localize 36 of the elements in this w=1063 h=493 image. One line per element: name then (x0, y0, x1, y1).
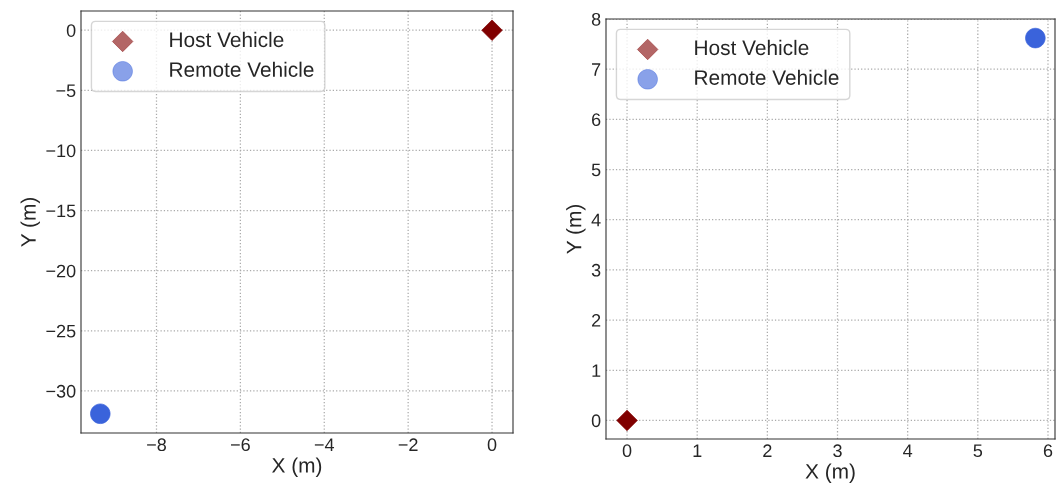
y-tick-label: −25 (46, 324, 76, 338)
x-tick-label: 6 (1043, 444, 1053, 458)
y-tick-label: 5 (591, 163, 601, 177)
y-tick-label: 3 (591, 263, 601, 277)
x-tick-label: −2 (398, 438, 418, 451)
x-axis-title: X (m) (805, 463, 855, 483)
y-tick-label: 1 (592, 364, 601, 377)
legend-label: Remote Vehicle (170, 61, 314, 77)
y-tick-label: −30 (46, 384, 76, 398)
x-tick-label: 2 (763, 444, 772, 457)
x-tick-label: 5 (973, 444, 983, 458)
y-axis-title: Y (m) (566, 205, 586, 254)
y-tick-label: −15 (46, 204, 76, 218)
x-tick-label: 3 (833, 444, 842, 458)
y-axis-title: Y (m) (20, 198, 40, 247)
y-tick-label: 6 (592, 113, 601, 127)
y-tick-label: −10 (46, 144, 76, 158)
y-tick-label: 8 (591, 12, 601, 26)
y-tick-label: 7 (592, 63, 601, 76)
y-tick-label: 0 (591, 414, 601, 428)
y-tick-label: 4 (591, 213, 601, 227)
x-tick-label: −8 (147, 438, 166, 452)
y-tick-label: −5 (56, 84, 76, 98)
legend-label: Host Vehicle (695, 39, 809, 56)
x-tick-label: 4 (903, 444, 913, 457)
y-tick-label: 0 (66, 24, 76, 37)
x-tick-label: 0 (622, 444, 632, 458)
x-axis-title: X (m) (272, 457, 322, 477)
legend-label: Remote Vehicle (695, 69, 839, 85)
x-tick-label: 0 (487, 438, 497, 452)
x-tick-label: −4 (314, 438, 335, 451)
y-tick-label: 2 (592, 314, 601, 327)
y-tick-label: −20 (46, 264, 76, 278)
x-tick-label: −6 (230, 438, 250, 452)
legend-label: Host Vehicle (170, 31, 284, 48)
x-tick-label: 1 (693, 444, 702, 457)
